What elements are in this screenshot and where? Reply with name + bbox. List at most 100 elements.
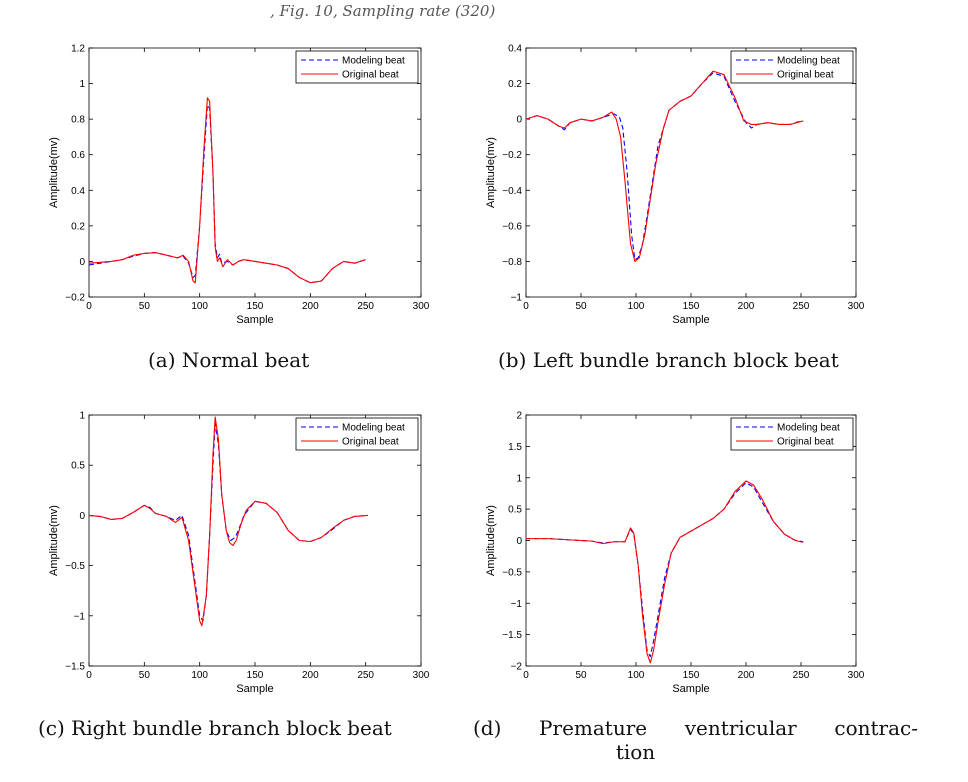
x-tick-label-a: 200 [302, 301, 319, 312]
series-line-b-original [525, 70, 804, 262]
y-tick-label-c: 0.5 [71, 461, 85, 472]
y-tick-label-b: −0.6 [502, 221, 522, 232]
series-line-c-original [88, 416, 368, 627]
x-tick-label-c: 250 [357, 670, 374, 681]
caption-d: (d) Premature ventricular contrac- tion [473, 716, 918, 764]
x-tick-label-a: 250 [357, 301, 374, 312]
y-tick-label-d: 1 [516, 473, 522, 484]
x-tick-label-b: 300 [848, 301, 865, 312]
y-axis-label-a: Amplitude(mv) [48, 137, 60, 208]
legend-box-d [730, 417, 854, 451]
y-tick-label-d: 0 [516, 536, 522, 547]
y-tick-label-a: 0.4 [71, 186, 85, 197]
legend-label-d: Original beat [777, 437, 834, 448]
legend-c: Modeling beat Original beat [295, 417, 419, 451]
series-line-d-original [526, 480, 804, 664]
y-tick-label-d: 2 [516, 411, 522, 422]
x-tick-label-d: 100 [628, 670, 645, 681]
y-tick-label-a: 0.8 [71, 115, 85, 126]
caption-c: (c) Right bundle branch block beat [38, 716, 392, 740]
y-tick-label-b: −0.2 [502, 150, 522, 161]
x-tick-label-a: 150 [247, 301, 264, 312]
y-tick-label-d: −1 [511, 599, 523, 610]
y-tick-label-c: −1.5 [65, 662, 85, 673]
y-tick-label-d: −1.5 [502, 630, 522, 641]
y-tick-label-a: 0.6 [71, 150, 85, 161]
y-axis-label-b: Amplitude(mv) [485, 137, 497, 208]
x-tick-label-c: 150 [247, 670, 264, 681]
series-line-d-modeling [526, 482, 804, 658]
x-tick-label-b: 250 [793, 301, 810, 312]
header-fragment: , Fig. 10, Sampling rate (320) [270, 2, 496, 20]
y-tick-label-c: 0 [79, 511, 85, 522]
y-tick-label-b: −0.4 [502, 186, 522, 197]
x-tick-label-b: 200 [738, 301, 755, 312]
x-tick-label-c: 300 [413, 670, 430, 681]
x-tick-label-c: 200 [302, 670, 319, 681]
y-tick-label-c: −0.5 [65, 561, 85, 572]
y-tick-label-c: 1 [79, 411, 85, 422]
series-line-a-original [88, 97, 366, 284]
x-tick-label-b: 100 [628, 301, 645, 312]
x-tick-label-a: 300 [413, 301, 430, 312]
y-tick-label-a: 1.2 [71, 44, 85, 55]
x-tick-label-a: 0 [86, 301, 92, 312]
x-tick-label-d: 250 [793, 670, 810, 681]
x-axis-label-d: Sample [672, 683, 709, 695]
legend-box-c [295, 417, 419, 451]
y-tick-label-b: 0.4 [508, 44, 522, 55]
y-tick-label-a: 0.2 [71, 221, 85, 232]
legend-label-b: Modeling beat [777, 56, 840, 67]
x-axis-label-b: Sample [672, 314, 709, 326]
legend-box-b [730, 50, 854, 84]
x-tick-label-a: 50 [139, 301, 151, 312]
x-tick-label-c: 100 [191, 670, 208, 681]
legend-d: Modeling beat Original beat [730, 417, 854, 451]
y-tick-label-d: 1.5 [508, 442, 522, 453]
y-tick-label-b: −1 [511, 293, 523, 304]
y-tick-label-c: −1 [74, 611, 86, 622]
y-tick-label-d: −2 [511, 662, 523, 673]
y-tick-label-d: −0.5 [502, 567, 522, 578]
x-tick-label-c: 0 [86, 670, 92, 681]
legend-label-c: Original beat [342, 437, 399, 448]
legend-b: Modeling beat Original beat [730, 50, 854, 84]
x-tick-label-d: 150 [683, 670, 700, 681]
x-tick-label-b: 150 [683, 301, 700, 312]
x-tick-label-a: 100 [191, 301, 208, 312]
y-tick-label-a: −0.2 [65, 293, 85, 304]
x-axis-label-a: Sample [236, 314, 273, 326]
y-tick-label-a: 0 [79, 257, 85, 268]
y-tick-label-b: −0.8 [502, 257, 522, 268]
legend-a: Modeling beat Original beat [295, 50, 419, 84]
x-tick-label-d: 300 [848, 670, 865, 681]
y-tick-label-d: 0.5 [508, 505, 522, 516]
y-axis-label-d: Amplitude(mv) [485, 505, 497, 576]
legend-label-a: Original beat [342, 70, 399, 81]
x-tick-label-c: 50 [139, 670, 151, 681]
y-tick-label-b: 0 [516, 115, 522, 126]
x-axis-label-c: Sample [236, 683, 273, 695]
x-tick-label-d: 200 [738, 670, 755, 681]
caption-d-line1: (d) Premature ventricular contrac- [473, 716, 918, 740]
y-tick-label-a: 1 [79, 79, 85, 90]
x-tick-label-b: 0 [523, 301, 529, 312]
x-tick-label-d: 0 [523, 670, 529, 681]
legend-label-a: Modeling beat [342, 56, 405, 67]
legend-label-c: Modeling beat [342, 423, 405, 434]
caption-d-line2: tion [615, 740, 656, 764]
legend-box-a [295, 50, 419, 84]
legend-label-b: Original beat [777, 70, 834, 81]
y-tick-label-b: 0.2 [508, 79, 522, 90]
legend-label-d: Modeling beat [777, 423, 840, 434]
y-axis-label-c: Amplitude(mv) [48, 505, 60, 576]
caption-a: (a) Normal beat [148, 348, 310, 372]
